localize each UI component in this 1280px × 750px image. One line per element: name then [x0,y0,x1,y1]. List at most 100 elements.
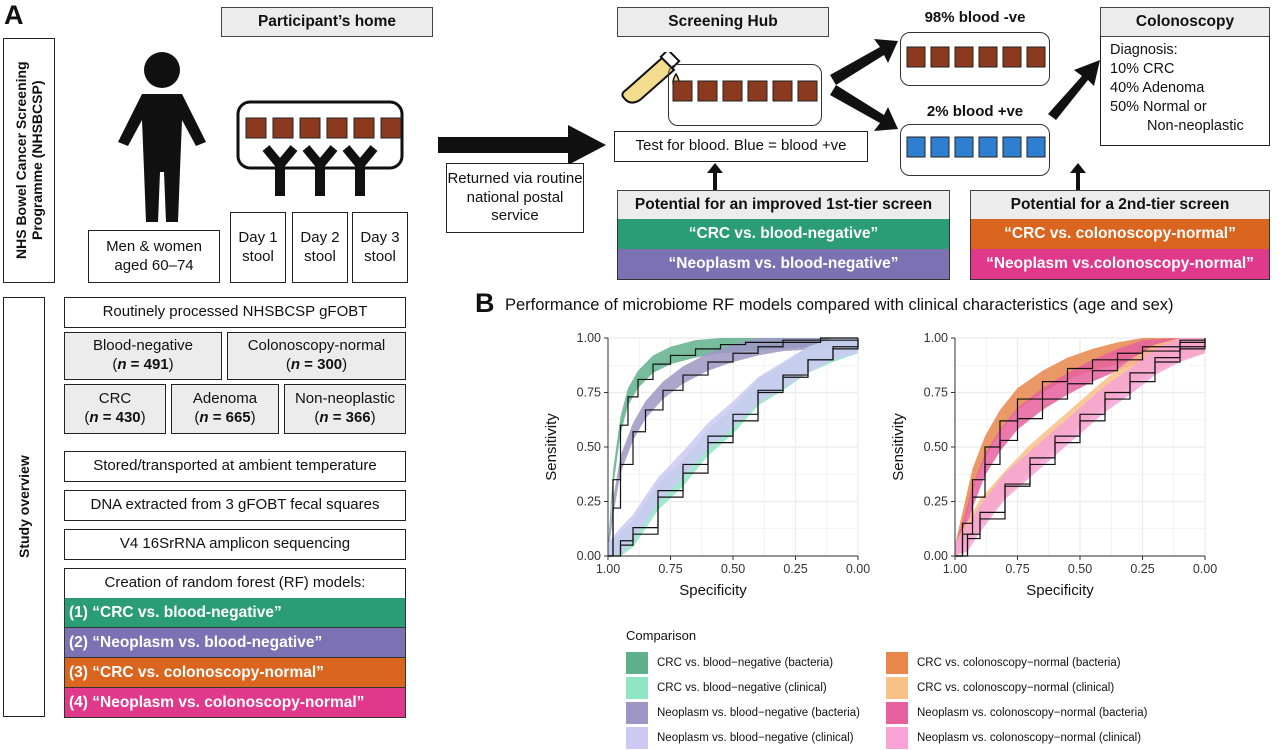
legend-swatch [886,676,908,699]
legend-item: CRC vs. colonoscopy−normal (bacteria) [886,650,1147,675]
legend-item: CRC vs. blood−negative (bacteria) [626,650,860,675]
test-square [1026,46,1046,68]
second-tier-header: Potential for a 2nd-tier screen [970,190,1270,220]
up-arrow-icon [707,163,723,193]
test-square [930,46,950,68]
negative-squares [906,46,1046,68]
roc-curve [608,340,859,557]
test-square [747,80,768,102]
roc-confidence-band [955,338,1205,556]
y-tick-label: 0.50 [924,440,948,454]
legend-item: CRC vs. blood−negative (clinical) [626,675,860,700]
programme-label: NHS Bowel Cancer Screening Programme (NH… [3,38,55,283]
group-adenoma: Adenoma (n = 665) [171,384,279,434]
y-tick-label: 0.00 [577,549,601,563]
test-square [797,80,818,102]
y-tick-label: 1.00 [577,331,601,345]
rf-title-box: Creation of random forest (RF) models: [64,568,406,599]
y-axis-label: Sensitivity [543,413,560,481]
roc-curve [955,340,1206,557]
test-square [978,136,998,158]
test-square [954,136,974,158]
positive-squares [906,136,1046,158]
day2-stool-box: Day 2 stool [292,212,348,283]
study-overview-label: Study overview [3,297,45,717]
colonoscopy-diagnosis-box: Diagnosis: 10% CRC 40% Adenoma 50% Norma… [1100,36,1270,146]
legend-column-right: CRC vs. colonoscopy−normal (bacteria) CR… [886,650,1147,750]
x-tick-label: 0.25 [783,562,807,576]
panel-b-letter: B [475,288,495,318]
participant-home-header: Participant’s home [221,7,433,37]
up-arrow-icon [1070,163,1086,191]
person-icon [118,52,206,222]
roc-curve [608,338,859,557]
rf-model-4: (4) “Neoplasm vs. colonoscopy-normal” [64,688,406,718]
test-square [1002,46,1022,68]
routinely-processed-box: Routinely processed NHSBCSP gFOBT [64,297,406,328]
legend-item: Neoplasm vs. blood−negative (clinical) [626,725,860,750]
blood-negative-label: 98% blood -ve [924,9,1026,26]
test-tube-icon [621,52,681,104]
y-tick-label: 0.50 [577,440,601,454]
x-axis-label: Specificity [679,582,747,599]
test-square [697,80,718,102]
x-tick-label: 0.75 [1005,562,1029,576]
legend-swatch [626,676,648,699]
first-tier-neoplasm-bar: “Neoplasm vs. blood-negative” [617,249,950,280]
panel-b-title: Performance of microbiome RF models comp… [505,296,1174,314]
screening-hub-header: Screening Hub [617,7,829,37]
y-axis-label: Sensitivity [890,413,907,481]
legend-swatch [886,701,908,724]
group-crc: CRC (n = 430) [64,384,166,434]
legend-swatch [626,651,648,674]
diagnosis-line: 50% Normal or [1110,99,1207,115]
roc-charts: 1.00 0.75 0.50 0.25 0.00 0.00 0.25 0.50 0.75 1.00… [543,331,1217,599]
diagnosis-line: 10% CRC [1110,61,1175,77]
rf-model-1: (1) “CRC vs. blood-negative” [64,598,406,628]
day3-stool-box: Day 3 stool [352,212,408,283]
second-tier-neoplasm-bar: “Neoplasm vs.colonoscopy-normal” [970,249,1270,280]
x-tick-label: 0.25 [1130,562,1154,576]
legend-item: CRC vs. colonoscopy−normal (clinical) [886,675,1147,700]
step-storage: Stored/transported at ambient temperatur… [64,451,406,482]
roc-plot-1: 1.00 0.75 0.50 0.25 0.00 0.00 0.25 0.50 0.75 1.00… [543,331,870,599]
legend-column-left: CRC vs. blood−negative (bacteria) CRC vs… [626,650,860,750]
rf-model-3: (3) “CRC vs. colonoscopy-normal” [64,658,406,688]
test-square [272,117,294,139]
x-tick-label: 0.75 [658,562,682,576]
colonoscopy-header: Colonoscopy [1100,7,1270,37]
blood-positive-label: 2% blood +ve [926,103,1024,120]
test-square [954,46,974,68]
test-square [380,117,402,139]
legend-swatch [626,701,648,724]
first-tier-header: Potential for an improved 1st-tier scree… [617,190,950,220]
test-square [906,136,926,158]
diagnosis-line: 40% Adenoma [1110,80,1205,96]
gfobt-kit-icon [236,100,404,196]
roc-confidence-band [608,338,858,556]
second-tier-crc-bar: “CRC vs. colonoscopy-normal” [970,219,1270,250]
branch-arrows-icon [830,39,898,131]
legend-title: Comparison [626,628,697,643]
hub-test-strip [668,64,822,126]
test-square [722,80,743,102]
test-square [326,117,348,139]
test-square [299,117,321,139]
x-tick-label: 1.00 [943,562,967,576]
step-dna-extraction: DNA extracted from 3 gFOBT fecal squares [64,490,406,521]
group-blood-negative: Blood-negative (n = 491) [64,332,222,380]
diagnosis-line: Non-neoplastic [1147,118,1244,134]
diagnosis-line: Diagnosis: [1110,42,1178,58]
roc-curve [955,338,1206,557]
x-tick-label: 1.00 [596,562,620,576]
test-square [245,117,267,139]
test-square [672,80,693,102]
y-tick-label: 0.75 [577,386,601,400]
legend-item: Neoplasm vs. blood−negative (bacteria) [626,700,860,725]
roc-confidence-band [955,338,1205,556]
participants-box: Men & women aged 60–74 [88,230,220,283]
first-tier-crc-bar: “CRC vs. blood-negative” [617,219,950,250]
legend-swatch [886,651,908,674]
x-tick-label: 0.00 [846,562,870,576]
rf-model-2: (2) “Neoplasm vs. blood-negative” [64,628,406,658]
